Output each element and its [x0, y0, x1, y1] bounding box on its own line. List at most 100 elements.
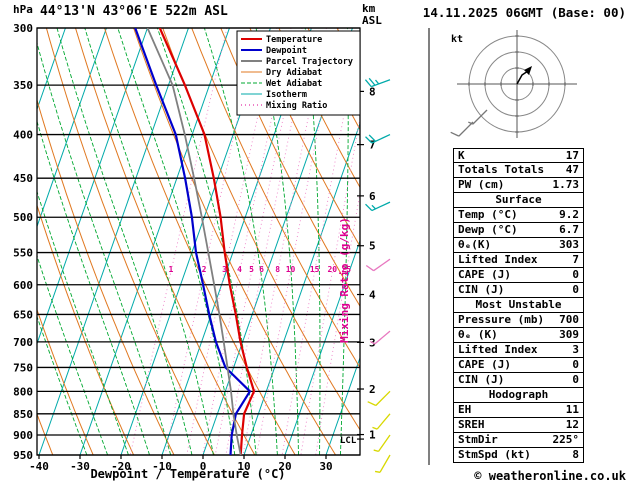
- index-row: θₑ (K) 309: [453, 328, 584, 343]
- mixing-ratio-value: 4: [237, 265, 242, 274]
- index-row: K 17: [453, 148, 584, 163]
- index-value: 0: [572, 268, 579, 281]
- index-label: Dewp (°C): [458, 223, 518, 236]
- pressure-tick-label: 800: [13, 385, 33, 398]
- index-row: StmDir 225°: [453, 433, 584, 448]
- pressure-tick-label: 550: [13, 247, 33, 260]
- temp-tick-label: 20: [278, 460, 291, 473]
- dewpoint-curve: [134, 28, 251, 455]
- mixing-ratio-value: 15: [310, 265, 320, 274]
- index-row: CAPE (J) 0: [453, 268, 584, 283]
- x-axis-label: Dewpoint / Temperature (°C): [90, 467, 285, 481]
- index-value: 700: [559, 313, 579, 326]
- temp-tick-label: 0: [200, 460, 207, 473]
- mixing-ratio-value: 1: [169, 265, 174, 274]
- index-label: CAPE (J): [458, 268, 511, 281]
- index-row: Lifted Index 7: [453, 253, 584, 268]
- index-value: 3: [572, 343, 579, 356]
- sounding-profiles: [134, 28, 256, 455]
- index-label: CIN (J): [458, 373, 505, 386]
- index-label: K: [458, 149, 465, 162]
- index-value: 309: [559, 328, 579, 341]
- section-header: Surface: [453, 193, 584, 208]
- index-value: 0: [572, 283, 579, 296]
- index-label: CAPE (J): [458, 358, 511, 371]
- temp-tick-label: -30: [70, 460, 90, 473]
- index-value: 47: [565, 163, 579, 176]
- index-value: 1.73: [552, 178, 580, 191]
- axis-tick-labels: 3003504004505005506006507007508008509009…: [13, 22, 333, 473]
- index-value: 8: [572, 448, 579, 461]
- index-row: CIN (J) 0: [453, 373, 584, 388]
- index-label: EH: [458, 403, 472, 416]
- km-tick-label: 5: [369, 240, 376, 253]
- legend-label: Dry Adiabat: [266, 67, 322, 78]
- index-label: θₑ (K): [458, 328, 498, 341]
- temp-tick-label: -20: [111, 460, 131, 473]
- pressure-tick-label: 750: [13, 361, 33, 374]
- copyright: © weatheronline.co.uk: [474, 469, 626, 483]
- wind-barbs: [364, 77, 391, 473]
- temp-tick-label: 30: [319, 460, 332, 473]
- index-row: Pressure (mb) 700: [453, 313, 584, 328]
- index-row: CAPE (J) 0: [453, 358, 584, 373]
- station-title: 44°13'N 43°06'E 522m ASL: [40, 4, 228, 19]
- km-tick-label: 8: [369, 85, 376, 98]
- hodograph: [450, 30, 577, 138]
- plot-border: [36, 27, 361, 456]
- index-value: 6.7: [559, 223, 579, 236]
- mixing-ratio-value: 2: [202, 265, 207, 274]
- index-label: PW (cm): [458, 178, 505, 191]
- section-header: Hodograph: [453, 388, 584, 403]
- pressure-tick-label: 600: [13, 279, 33, 292]
- mixing-ratio-value: 20: [327, 265, 337, 274]
- km-tick-label: 7: [369, 139, 376, 152]
- pressure-tick-label: 900: [13, 429, 33, 442]
- mixing-ratio-value: 6: [259, 265, 264, 274]
- lcl-label: LCL: [340, 436, 357, 446]
- index-value: 0: [572, 358, 579, 371]
- pressure-tick-label: 650: [13, 308, 33, 321]
- index-value: 9.2: [559, 208, 579, 221]
- index-row: SREH 12: [453, 418, 584, 433]
- index-label: SREH: [458, 418, 485, 431]
- index-row: StmSpd (kt) 8: [453, 448, 584, 463]
- index-row: θₑ(K) 303: [453, 238, 584, 253]
- pressure-tick-label: 850: [13, 408, 33, 421]
- hodograph-arrow: [524, 66, 532, 75]
- section-header: Most Unstable: [453, 298, 584, 313]
- pressure-tick-label: 300: [13, 22, 33, 35]
- temperature-curve: [158, 28, 256, 455]
- mixing-ratio-value-labels: 1 2 3 4 5 6 8 10 15 20 25: [169, 265, 352, 274]
- km-tick-label: 2: [369, 383, 376, 396]
- index-label: StmDir: [458, 433, 498, 446]
- mixing-ratio-value: 25: [341, 265, 351, 274]
- wet-adiabat-lines: [37, 28, 349, 455]
- index-value: 225°: [552, 433, 580, 446]
- indices-table: K 17 Totals Totals 47 PW (cm) 1.73 Surface Temp…: [453, 148, 584, 463]
- index-label: StmSpd (kt): [458, 448, 531, 461]
- temp-tick-label: -40: [29, 460, 49, 473]
- index-row: Dewp (°C) 6.7: [453, 223, 584, 238]
- index-label: Totals Totals: [458, 163, 545, 176]
- pressure-axis-unit: hPa: [13, 3, 33, 16]
- temp-tick-label: 10: [237, 460, 250, 473]
- index-value: 11: [565, 403, 579, 416]
- index-label: θₑ(K): [458, 238, 492, 251]
- pressure-tick-label: 450: [13, 172, 33, 185]
- pressure-tick-label: 700: [13, 336, 33, 349]
- km-tick-label: 1: [369, 429, 376, 442]
- km-tick-label: 6: [369, 190, 376, 203]
- hodograph-trace: [516, 70, 529, 85]
- index-label: Temp (°C): [458, 208, 518, 221]
- parcel-trajectory-curve: [146, 28, 242, 455]
- date-title: 14.11.2025 06GMT (Base: 00): [422, 5, 626, 20]
- mixing-ratio-value: 10: [286, 265, 296, 274]
- index-row: Temp (°C) 9.2: [453, 208, 584, 223]
- pressure-tick-label: 950: [13, 449, 33, 462]
- index-value: 12: [565, 418, 579, 431]
- mixing-ratio-lines: [129, 28, 360, 455]
